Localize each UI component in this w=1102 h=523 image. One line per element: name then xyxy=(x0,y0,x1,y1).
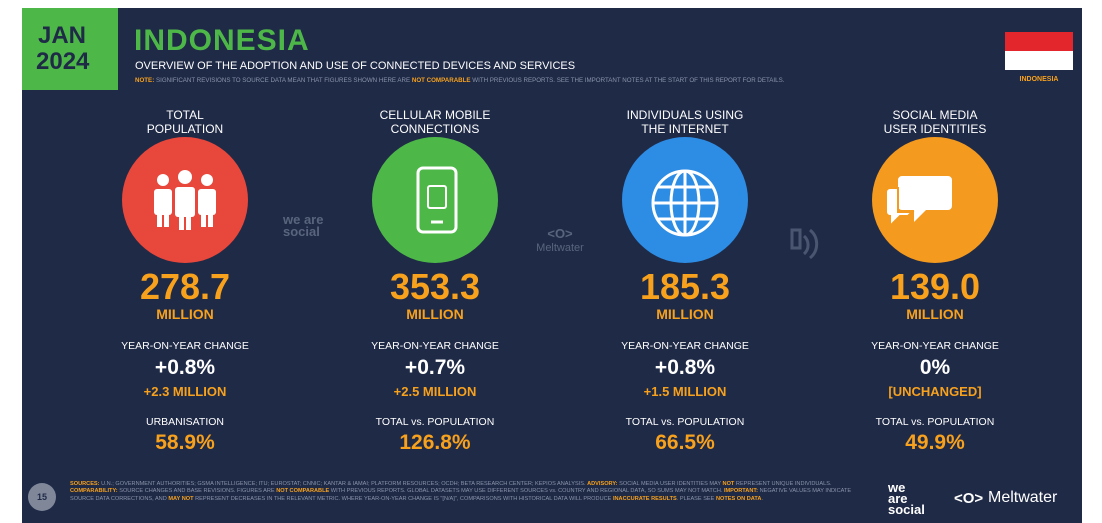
text-segment: NOT COMPARABLE xyxy=(276,488,330,495)
flag-label: INDONESIA xyxy=(1019,76,1059,83)
text-segment: . PLEASE SEE xyxy=(676,495,716,502)
text-segment: IMPORTANT: xyxy=(723,488,759,495)
circles xyxy=(122,137,998,263)
headline-unit: MILLION xyxy=(656,306,714,322)
stat-label: URBANISATION xyxy=(146,416,224,428)
text-segment: . xyxy=(761,495,763,502)
change-label: YEAR-ON-YEAR CHANGE xyxy=(371,340,499,352)
text-segment: WITH PREVIOUS REPORTS. SEE THE IMPORTANT… xyxy=(470,77,785,84)
logo-meltwater-mark: <O> xyxy=(954,490,984,507)
change-detail: +2.5 MILLION xyxy=(393,384,477,399)
logo-meltwater: Meltwater xyxy=(988,489,1058,506)
headline-value: 278.7 xyxy=(139,266,231,307)
column-heading: USER IDENTITIES xyxy=(883,122,987,136)
text-segment: REPRESENT DECREASES IN THE RELEVANT METR… xyxy=(193,495,613,502)
logo-we-are-social: we are social xyxy=(888,480,925,517)
date-badge xyxy=(22,8,118,90)
watermark-mark: <O> xyxy=(547,226,573,241)
chat-icon xyxy=(885,176,952,229)
subtitle: OVERVIEW OF THE ADOPTION AND USE OF CONN… xyxy=(135,60,576,72)
watermark: Meltwater xyxy=(536,242,584,254)
text-segment: WITH PREVIOUS REPORTS. GLOBAL DATASETS M… xyxy=(329,488,724,495)
column-heading: CELLULAR MOBILE xyxy=(379,108,491,122)
badge-year: 2024 xyxy=(36,48,90,75)
change-detail: +1.5 MILLION xyxy=(643,384,727,399)
sources: SOURCES: U.N.; GOVERNMENT AUTHORITIES; G… xyxy=(70,481,870,503)
text-segment: NEGATIVE VALUES MAY INDICATE SOURCE DATA… xyxy=(70,488,852,502)
text-segment: U.N.; GOVERNMENT AUTHORITIES; GSMA INTEL… xyxy=(99,481,588,487)
change-label: YEAR-ON-YEAR CHANGE xyxy=(121,340,249,352)
title: INDONESIA xyxy=(134,24,310,57)
text-segment: REPRESENT UNIQUE INDIVIDUALS. xyxy=(734,481,832,487)
column-heading: TOTAL xyxy=(166,108,204,122)
headline-value: 185.3 xyxy=(639,266,731,307)
text-segment: ADVISORY: xyxy=(587,481,618,487)
icon-layer xyxy=(28,137,998,511)
stat-value: 66.5% xyxy=(655,431,715,454)
people-icon xyxy=(154,170,216,230)
headline-unit: MILLION xyxy=(406,306,464,322)
page-number: 15 xyxy=(36,492,48,502)
change-label: YEAR-ON-YEAR CHANGE xyxy=(621,340,749,352)
headline-value: 353.3 xyxy=(389,266,481,307)
watermark: we are social xyxy=(283,212,324,239)
text-segment: MAY NOT xyxy=(168,495,194,502)
infographic: JAN 2024 INDONESIA OVERVIEW OF THE ADOPT… xyxy=(22,8,1082,523)
headline-unit: MILLION xyxy=(156,306,214,322)
change-value: 0% xyxy=(919,356,951,379)
icon-circle xyxy=(372,137,498,263)
change-detail: [UNCHANGED] xyxy=(888,384,982,399)
headline-unit: MILLION xyxy=(906,306,964,322)
change-value: +0.8% xyxy=(154,356,216,379)
stat-label: TOTAL vs. POPULATION xyxy=(875,416,995,428)
text-segment: NOTE: xyxy=(135,77,155,84)
column-heading: THE INTERNET xyxy=(641,122,729,136)
badge-month: JAN xyxy=(38,22,87,49)
page-badge xyxy=(28,483,56,511)
flag xyxy=(1005,32,1073,70)
text-segment: NOTES ON DATA xyxy=(715,495,762,502)
flag-red xyxy=(1005,32,1073,51)
text-segment: NOT xyxy=(722,481,735,487)
headline-value: 139.0 xyxy=(889,266,981,307)
column-heading: CONNECTIONS xyxy=(390,122,480,136)
watermark-symbols xyxy=(790,228,819,260)
stat-value: 58.9% xyxy=(155,431,215,454)
change-value: +0.7% xyxy=(404,356,466,379)
flag-white xyxy=(1005,51,1073,70)
text-segment: NOT COMPARABLE xyxy=(411,77,471,84)
stat-value: 49.9% xyxy=(905,431,965,454)
change-value: +0.8% xyxy=(654,356,716,379)
stat-label: TOTAL vs. POPULATION xyxy=(375,416,495,428)
text-segment: INACCURATE RESULTS xyxy=(612,495,677,502)
stat-value: 126.8% xyxy=(399,431,471,454)
change-detail: +2.3 MILLION xyxy=(143,384,227,399)
text-segment: SOURCE CHANGES AND BASE REVISIONS. FIGUR… xyxy=(117,488,277,495)
text-segment: SIGNIFICANT REVISIONS TO SOURCE DATA MEA… xyxy=(154,77,412,84)
text-segment: SOURCES: xyxy=(70,481,100,487)
column-heading: INDIVIDUALS USING xyxy=(626,108,744,122)
globe-icon xyxy=(651,169,719,237)
text-segment: COMPARABILITY: xyxy=(70,488,118,495)
note: NOTE: SIGNIFICANT REVISIONS TO SOURCE DA… xyxy=(135,77,784,84)
column-heading: POPULATION xyxy=(146,122,224,136)
phone-icon xyxy=(416,166,458,234)
stat-label: TOTAL vs. POPULATION xyxy=(625,416,745,428)
change-label: YEAR-ON-YEAR CHANGE xyxy=(871,340,999,352)
column-heading: SOCIAL MEDIA xyxy=(892,108,978,122)
text-segment: SOCIAL MEDIA USER IDENTITIES MAY xyxy=(617,481,723,487)
